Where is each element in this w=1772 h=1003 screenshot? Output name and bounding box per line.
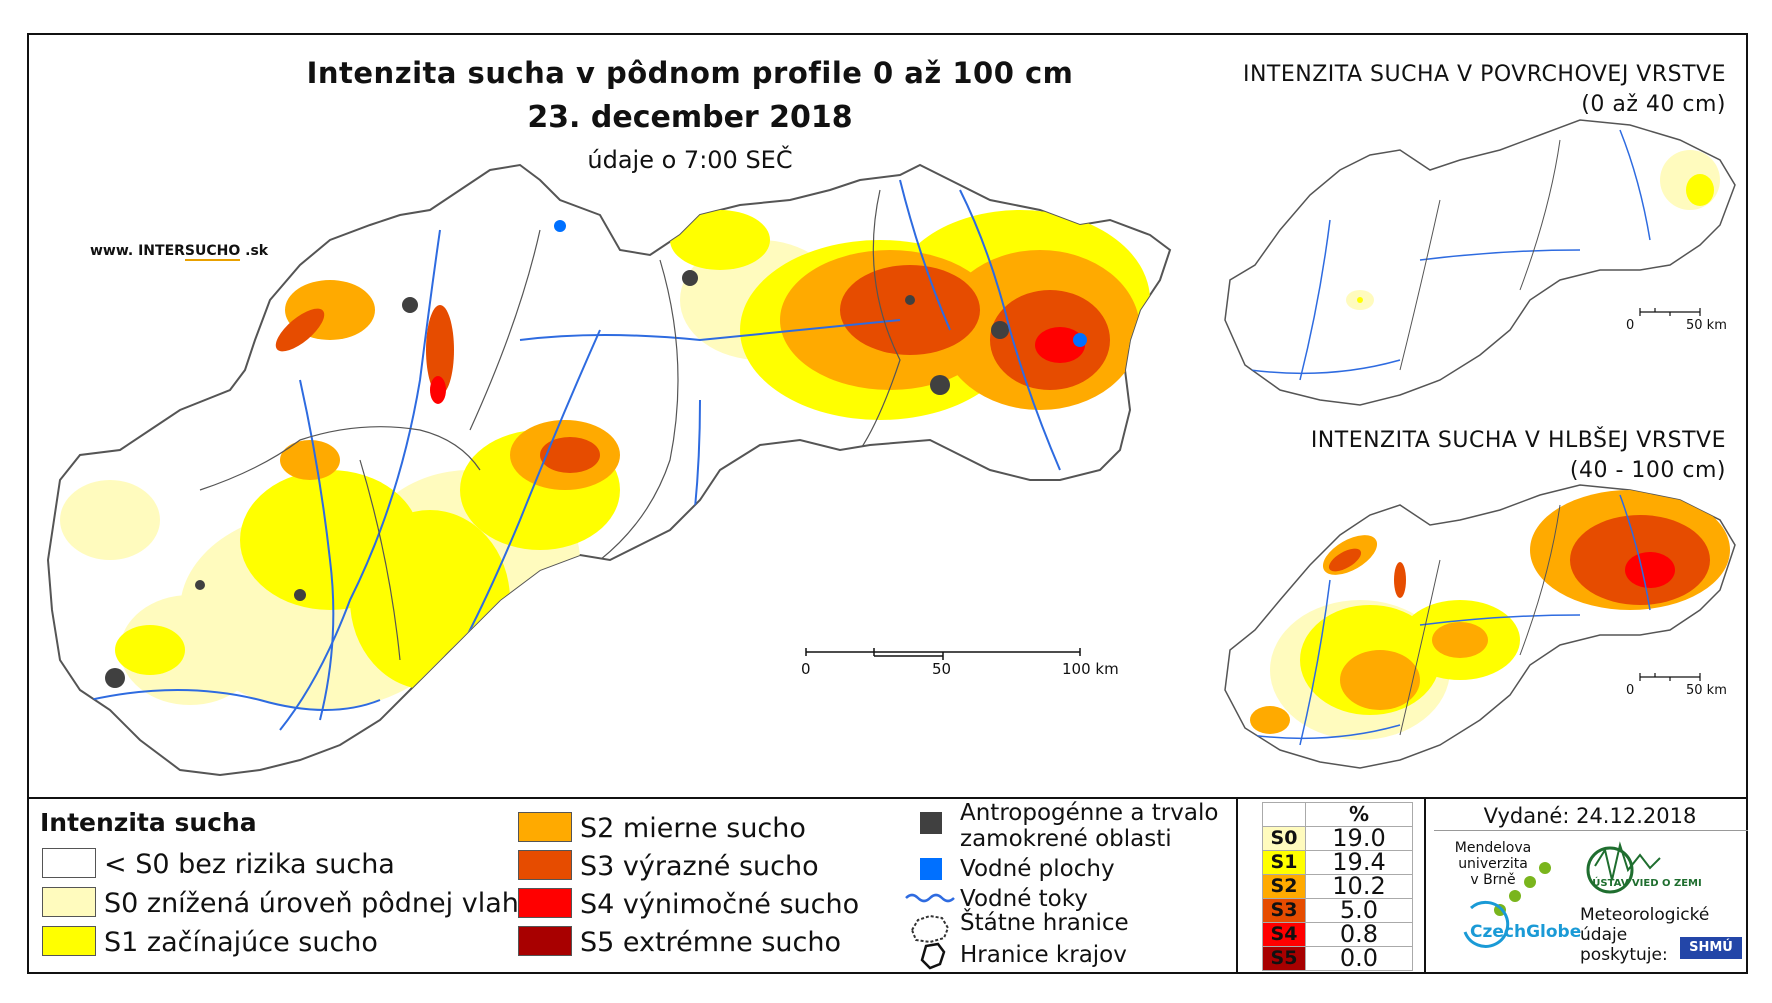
surface-drought-map: [1224, 119, 1736, 406]
czechglobe-logo-text: CzechGlobe: [1470, 922, 1582, 942]
table-code: S0: [1262, 826, 1306, 851]
legend-label-rivers: Vodné toky: [960, 886, 1088, 912]
main-scale-label-0: 0: [801, 660, 811, 678]
table-value: 5.0: [1305, 898, 1413, 923]
legend-label-water-bodies: Vodné plochy: [960, 856, 1115, 882]
website-prefix: www. INTER: [90, 243, 185, 259]
legend-swatch-s0: [42, 887, 96, 917]
legend-label-s1: S1 začínajúce sucho: [104, 927, 378, 958]
legend-label-s4: S4 výnimočné sucho: [580, 889, 860, 920]
ustav-logo-text: ÚSTAV VIED O ZEMI: [1592, 878, 1702, 889]
table-row: S3 5.0: [1262, 898, 1413, 923]
map-date: 23. december 2018: [527, 100, 853, 135]
ustav-logo: [1586, 841, 1661, 894]
data-time-note: údaje o 7:00 SEČ: [587, 146, 793, 174]
table-value: 19.4: [1305, 850, 1413, 875]
meteo-provider-text: Meteorologické údaje poskytuje:: [1580, 905, 1710, 965]
table-code: S5: [1262, 946, 1306, 971]
table-value: 10.2: [1305, 874, 1413, 899]
table-code: S3: [1262, 898, 1306, 923]
state-border-icon: [910, 914, 950, 944]
legend-label-s2: S2 mierne sucho: [580, 813, 806, 844]
surface-scale-label-50: 50 km: [1686, 318, 1727, 333]
website-brand: SUCHO: [184, 243, 241, 261]
table-header-row: %: [1262, 802, 1413, 827]
shmu-logo: [1680, 937, 1742, 959]
surface-map-title: INTENZITA SUCHA V POVRCHOVEJ VRSTVE: [1242, 62, 1726, 87]
legend-label-s0: S0 znížená úroveň pôdnej vlahy: [104, 888, 535, 919]
legend-swatch-s4: [518, 888, 572, 918]
mendel-logo-text: Mendelova univerzita v Brně: [1454, 840, 1532, 888]
legend-label-no-risk: < S0 bez rizika sucha: [104, 849, 395, 880]
table-code: S1: [1262, 850, 1306, 875]
table-value: 19.0: [1305, 826, 1413, 851]
surface-scale-label-0: 0: [1626, 318, 1635, 333]
legend-label-s3: S3 výrazné sucho: [580, 851, 819, 882]
legend-label-s5: S5 extrémne sucho: [580, 927, 841, 958]
legend-swatch-s2: [518, 812, 572, 842]
legend-separator-1: [1236, 797, 1238, 974]
table-row: S5 0.0: [1262, 946, 1413, 971]
table-code: S4: [1262, 922, 1306, 947]
legend-title: Intenzita sucha: [40, 808, 257, 837]
table-row: S1 19.4: [1262, 850, 1413, 875]
rivers-icon: [905, 893, 955, 903]
deep-scale-label-50: 50 km: [1686, 683, 1727, 698]
main-scale-bar: [805, 648, 1081, 660]
main-drought-map: [47, 164, 1171, 776]
table-value: 0.8: [1305, 922, 1413, 947]
legend-label-state-borders: Štátne hranice: [960, 910, 1129, 936]
website-suffix: .sk: [240, 243, 269, 259]
shmu-logo-text: SHMÚ: [1689, 940, 1733, 955]
main-scale-label-50: 50: [932, 660, 952, 678]
table-row: S2 10.2: [1262, 874, 1413, 899]
deep-map-subtitle: (40 - 100 cm): [1569, 458, 1726, 483]
table-header-percent: %: [1305, 802, 1413, 827]
deep-scale-label-0: 0: [1626, 683, 1635, 698]
legend-label-region-borders: Hranice krajov: [960, 942, 1127, 968]
legend-swatch-s5: [518, 926, 572, 956]
legend-divider: [27, 797, 1748, 799]
issued-divider: [1434, 830, 1748, 831]
legend-swatch-s1: [42, 926, 96, 956]
legend-label-anthropogenic-2: zamokrené oblasti: [960, 826, 1172, 852]
legend-swatch-s3: [518, 850, 572, 880]
drought-percentage-table: % S0 19.0 S1 19.4 S2 10.2 S3 5.0 S4 0.8 …: [1262, 802, 1413, 971]
main-scale-label-100: 100 km: [1062, 660, 1119, 678]
table-row: S0 19.0: [1262, 826, 1413, 851]
map-title: Intenzita sucha v pôdnom profile 0 až 10…: [306, 56, 1074, 90]
legend-swatch-no-risk: [42, 848, 96, 878]
legend-separator-2: [1424, 797, 1426, 974]
surface-map-subtitle: (0 až 40 cm): [1581, 92, 1726, 117]
legend-label-anthropogenic-1: Antropogénne a trvalo: [960, 800, 1219, 826]
region-border-icon: [920, 942, 946, 970]
table-row: S4 0.8: [1262, 922, 1413, 947]
water-bodies-swatch: [920, 858, 942, 880]
deep-drought-map: [1224, 484, 1736, 769]
map-frame: [27, 33, 1748, 974]
deep-map-title: INTENZITA SUCHA V HLBŠEJ VRSTVE: [1310, 428, 1726, 453]
website-link[interactable]: www. INTERSUCHO .sk: [90, 243, 269, 261]
czechglobe-logo: [1463, 900, 1510, 948]
anthropogenic-area-swatch: [920, 812, 942, 834]
issued-date: Vydané: 24.12.2018: [1483, 804, 1697, 828]
table-code: S2: [1262, 874, 1306, 899]
table-value: 0.0: [1305, 946, 1413, 971]
